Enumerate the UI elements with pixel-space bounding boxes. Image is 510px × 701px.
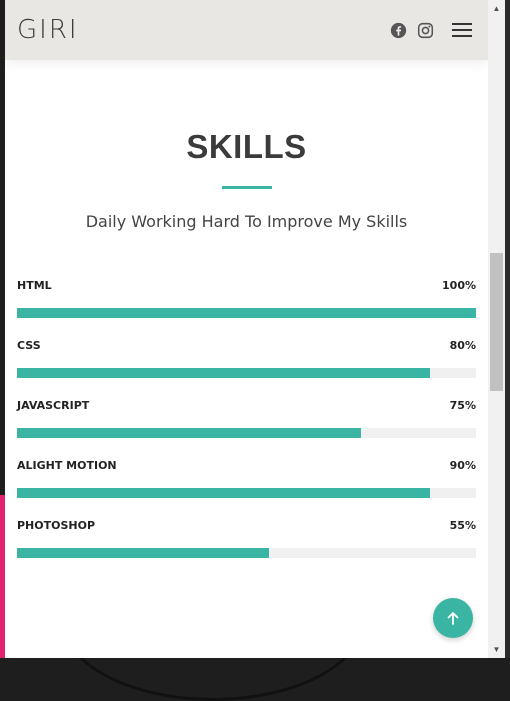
- section-title: SKILLS: [186, 128, 307, 165]
- page-frame: GIRI: [5, 0, 488, 658]
- progress-track: [17, 428, 476, 438]
- skill-name: ALIGHT MOTION: [17, 458, 117, 472]
- vertical-scrollbar[interactable]: ▲ ▼: [488, 0, 505, 658]
- progress-fill: [17, 308, 476, 318]
- progress-track: [17, 368, 476, 378]
- section-subtitle: Daily Working Hard To Improve My Skills: [85, 212, 408, 231]
- progress-track: [17, 548, 476, 558]
- progress-track: [17, 308, 476, 318]
- skill-item: CSS 80%: [17, 335, 476, 395]
- progress-fill: [17, 548, 270, 558]
- skill-percent: 100%: [442, 278, 476, 292]
- scroll-down-icon[interactable]: ▼: [492, 645, 501, 654]
- back-to-top-button[interactable]: [433, 598, 473, 638]
- arrow-up-icon: [446, 611, 460, 625]
- navbar: GIRI: [5, 0, 488, 60]
- brand-logo[interactable]: GIRI: [17, 15, 79, 45]
- scrollbar-thumb[interactable]: [490, 253, 503, 391]
- skills-list: HTML 100% CSS 80% JAVASCRIPT 75% ALIGHT …: [17, 275, 476, 575]
- skill-item: ALIGHT MOTION 90%: [17, 455, 476, 515]
- progress-fill: [17, 488, 431, 498]
- skill-item: JAVASCRIPT 75%: [17, 395, 476, 455]
- nav-actions: [390, 22, 472, 39]
- facebook-icon[interactable]: [390, 22, 407, 39]
- scroll-up-icon[interactable]: ▲: [492, 4, 501, 13]
- skill-item: HTML 100%: [17, 275, 476, 335]
- progress-track: [17, 488, 476, 498]
- skill-name: HTML: [17, 278, 52, 292]
- window-edge: [505, 0, 510, 658]
- skill-percent: 55%: [449, 518, 476, 532]
- skill-item: PHOTOSHOP 55%: [17, 515, 476, 575]
- skill-percent: 80%: [449, 338, 476, 352]
- title-underline: [222, 186, 272, 189]
- skill-name: PHOTOSHOP: [17, 518, 96, 532]
- instagram-icon[interactable]: [417, 22, 434, 39]
- skill-percent: 75%: [449, 398, 476, 412]
- hamburger-menu-icon[interactable]: [452, 22, 472, 38]
- progress-fill: [17, 428, 362, 438]
- skill-percent: 90%: [449, 458, 476, 472]
- skill-name: CSS: [17, 338, 41, 352]
- skill-name: JAVASCRIPT: [17, 398, 90, 412]
- progress-fill: [17, 368, 431, 378]
